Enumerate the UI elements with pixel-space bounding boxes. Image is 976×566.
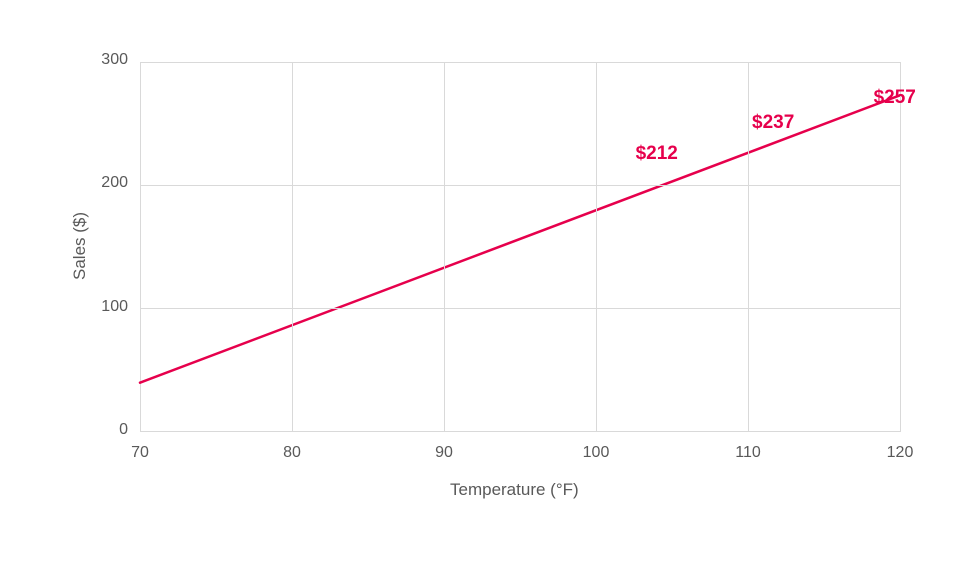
x-tick-label: 70 — [110, 444, 170, 462]
grid-line-v — [596, 62, 597, 432]
x-tick-label: 120 — [870, 444, 930, 462]
grid-line-v — [444, 62, 445, 432]
data-label: $257 — [874, 87, 916, 109]
data-label: $237 — [752, 112, 794, 134]
grid-line-h — [140, 308, 900, 309]
y-tick-label: 200 — [101, 174, 128, 192]
grid-line-v — [292, 62, 293, 432]
x-tick-label: 110 — [718, 444, 778, 462]
y-tick-label: 100 — [101, 298, 128, 316]
y-tick-label: 0 — [119, 421, 128, 439]
x-axis-title: Temperature (°F) — [450, 480, 579, 500]
y-tick-label: 300 — [101, 51, 128, 69]
data-label: $212 — [636, 143, 678, 165]
grid-line-h — [140, 62, 900, 63]
x-tick-label: 100 — [566, 444, 626, 462]
line-series — [140, 95, 900, 382]
grid-line-h — [140, 185, 900, 186]
x-tick-label: 90 — [414, 444, 474, 462]
y-axis-title: Sales ($) — [70, 212, 90, 280]
x-tick-label: 80 — [262, 444, 322, 462]
grid-line-v — [748, 62, 749, 432]
grid-line-v — [900, 62, 901, 432]
sales-vs-temperature-chart: Sales ($) Temperature (°F) 0 100 200 300 70 8… — [0, 0, 976, 566]
